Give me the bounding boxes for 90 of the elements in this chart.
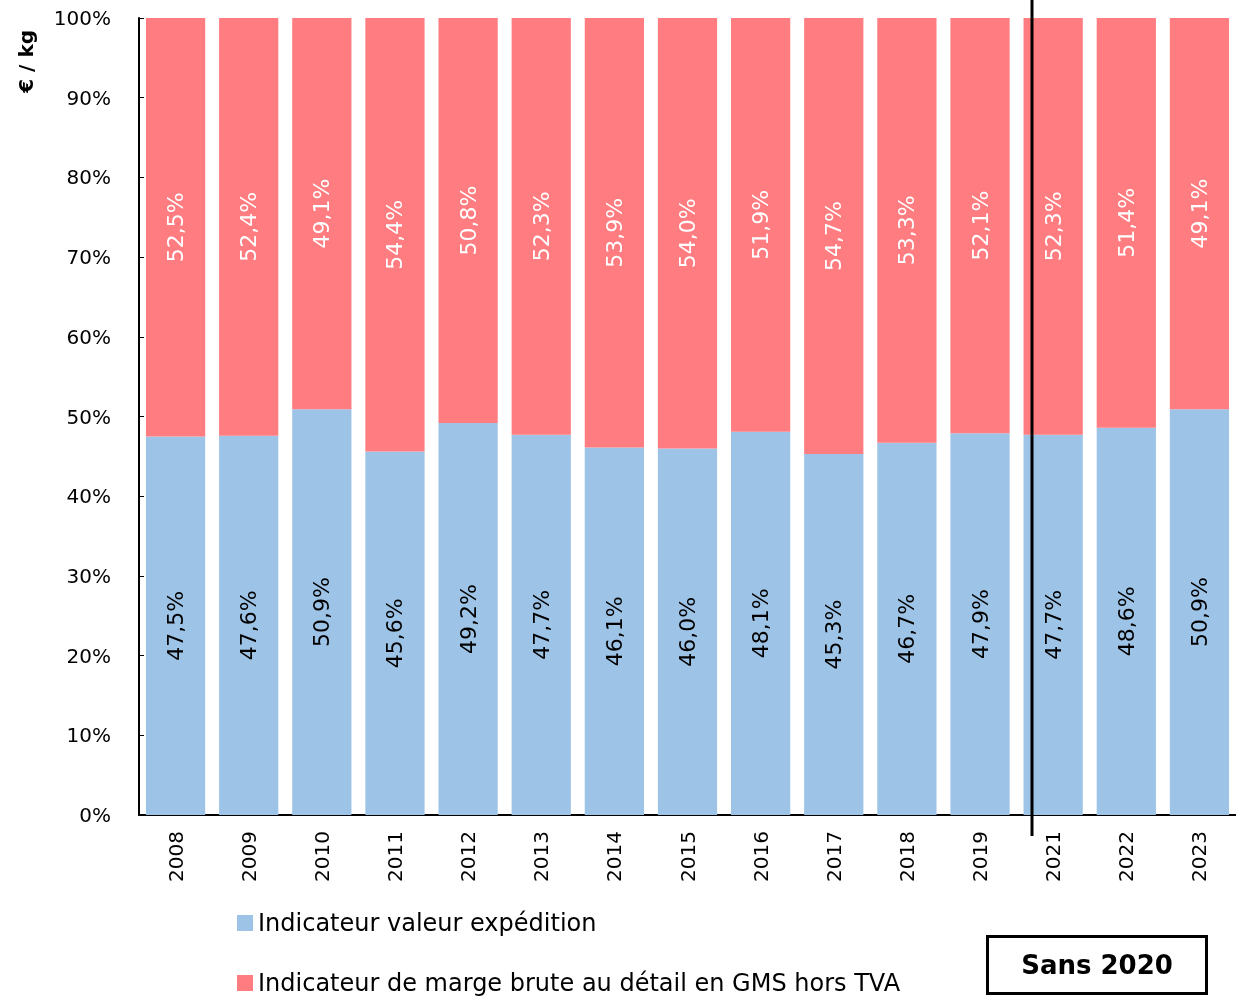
data-label: 47,7%	[1040, 589, 1066, 660]
x-tick-label: 2023	[1187, 831, 1212, 882]
bar	[950, 18, 1010, 434]
y-axis-title: € / kg	[14, 30, 38, 94]
bar	[950, 433, 1010, 815]
data-label: 46,1%	[601, 596, 627, 667]
bar	[511, 18, 571, 435]
x-tick-label: 2019	[968, 831, 993, 882]
y-tick-label: 0%	[79, 803, 111, 827]
y-tick-label: 80%	[66, 165, 111, 190]
data-label: 52,3%	[1040, 191, 1066, 262]
data-label: 47,5%	[163, 590, 189, 661]
data-label: 49,1%	[309, 178, 335, 249]
x-tick-label: 2010	[309, 831, 334, 882]
x-tick-label: 2015	[675, 831, 700, 882]
framed-note: Sans 2020	[986, 935, 1208, 995]
x-tick-label: 2017	[821, 831, 846, 882]
bar	[438, 18, 498, 423]
data-label: 53,3%	[894, 195, 920, 266]
x-tick-label: 2011	[382, 831, 407, 882]
data-label: 45,3%	[821, 599, 847, 670]
data-label: 52,1%	[967, 190, 993, 261]
legend-label: Indicateur de marge brute au détail en GMS hors TVA	[258, 969, 901, 997]
x-tick-label: 2014	[602, 831, 627, 882]
bar	[438, 422, 498, 815]
y-tick-label: 10%	[66, 723, 111, 748]
data-label: 54,0%	[675, 198, 700, 269]
y-tick-label: 100%	[53, 6, 111, 30]
bar	[219, 18, 279, 436]
data-label: 51,4%	[1113, 187, 1139, 258]
bar	[145, 436, 206, 815]
bar	[511, 434, 571, 815]
data-label: 51,9%	[748, 189, 774, 260]
data-label: 52,4%	[236, 191, 262, 262]
y-tick-label: 70%	[66, 245, 111, 270]
y-tick-label: 90%	[66, 85, 111, 110]
data-label: 54,4%	[382, 199, 408, 270]
data-label: 54,7%	[821, 201, 847, 271]
data-label: 48,1%	[748, 588, 774, 659]
bar	[877, 18, 937, 443]
data-label: 45,6%	[382, 598, 408, 669]
data-label: 48,6%	[1113, 586, 1139, 657]
x-tick-label: 2009	[236, 831, 261, 882]
bar	[219, 435, 279, 815]
y-tick-label: 50%	[66, 404, 111, 429]
legend-label: Indicateur valeur expédition	[258, 909, 597, 937]
bar	[657, 18, 718, 449]
data-label: 50,8%	[455, 185, 481, 256]
data-label: 52,5%	[163, 192, 189, 263]
x-tick-label: 2018	[894, 831, 919, 882]
bar	[1023, 18, 1083, 435]
y-tick-label: 40%	[66, 484, 111, 509]
bar	[292, 18, 352, 410]
y-tick-label: 30%	[66, 563, 111, 588]
x-tick-label: 2016	[748, 831, 773, 882]
bar	[145, 18, 206, 437]
bar	[804, 18, 864, 454]
bar	[731, 18, 791, 432]
data-label: 46,7%	[894, 593, 920, 664]
x-tick-label: 2012	[456, 831, 481, 882]
y-tick-label: 60%	[66, 324, 111, 349]
bar	[877, 442, 937, 815]
data-label: 49,2%	[455, 583, 481, 654]
bar	[1096, 427, 1156, 815]
bar	[657, 448, 718, 815]
bar	[365, 451, 425, 815]
data-label: 47,6%	[236, 590, 262, 661]
bar	[584, 18, 644, 448]
data-label: 47,7%	[528, 589, 554, 660]
data-label: 52,3%	[528, 191, 554, 262]
bar	[1169, 409, 1230, 815]
bar	[584, 447, 644, 815]
bar	[292, 409, 352, 815]
bar	[1096, 18, 1156, 428]
data-label: 47,9%	[967, 589, 993, 660]
data-label: 50,9%	[1186, 577, 1212, 648]
x-tick-label: 2008	[163, 831, 188, 882]
bar	[731, 431, 791, 815]
x-tick-label: 2022	[1114, 831, 1139, 882]
bar	[804, 453, 864, 815]
bar	[365, 18, 425, 452]
bar	[1023, 434, 1083, 815]
data-label: 49,1%	[1186, 178, 1212, 249]
x-tick-label: 2013	[529, 831, 554, 882]
data-label: 46,0%	[675, 596, 700, 667]
bar	[1169, 18, 1230, 410]
y-tick-label: 20%	[66, 643, 111, 668]
x-tick-label: 2021	[1041, 831, 1066, 882]
data-label: 50,9%	[309, 577, 335, 648]
data-label: 53,9%	[601, 197, 627, 268]
